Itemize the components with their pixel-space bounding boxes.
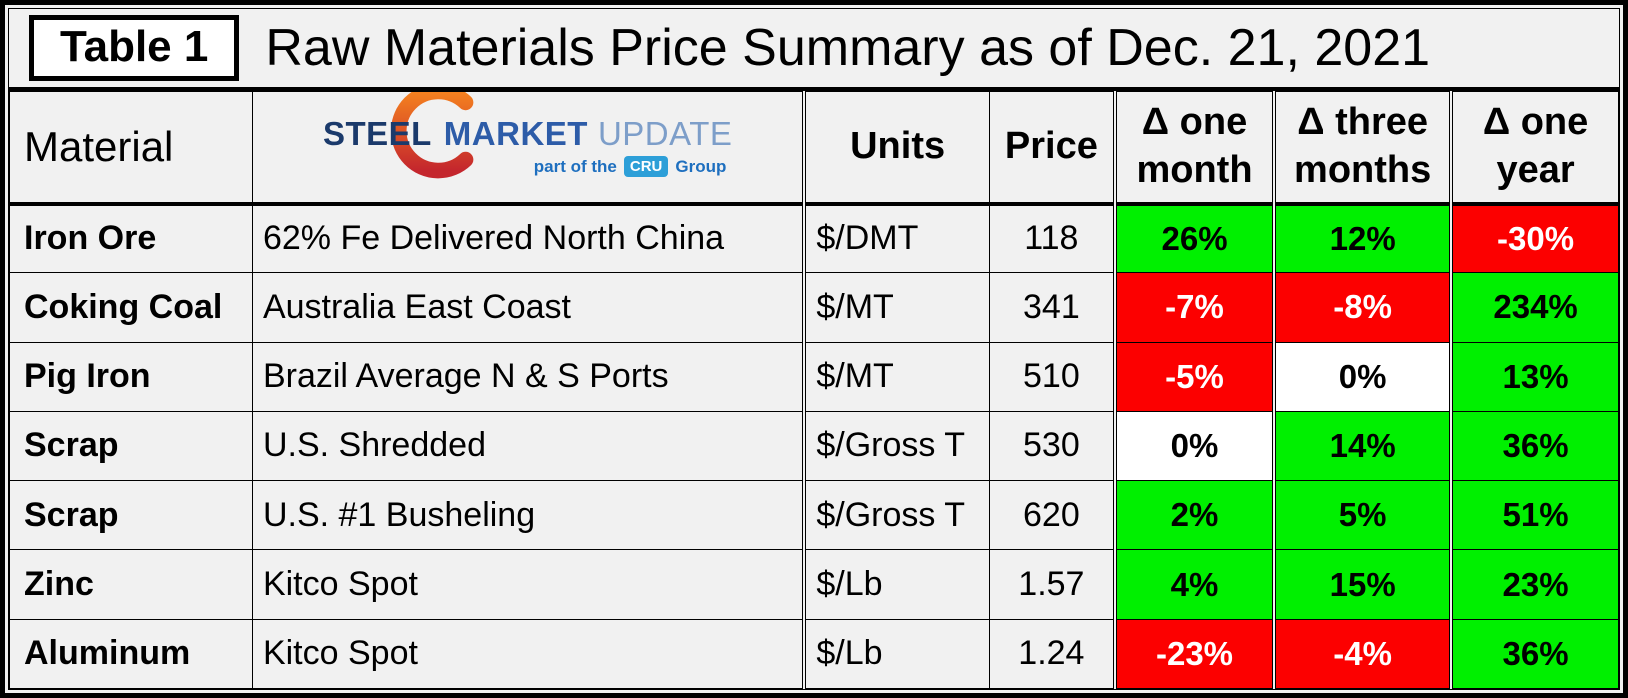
- description-cell: Australia East Coast: [251, 272, 805, 343]
- units-cell: $/MT: [802, 341, 990, 412]
- material-cell: Pig Iron: [9, 341, 253, 412]
- table-number-label: Table 1: [29, 15, 240, 81]
- delta-one-month-cell: 2%: [1112, 480, 1275, 551]
- col-header-delta-one-year: Δ one year: [1449, 91, 1619, 206]
- delta-one-year-cell: 36%: [1449, 618, 1619, 689]
- price-cell: 1.57: [988, 549, 1116, 620]
- delta-three-months-cell: 5%: [1272, 480, 1452, 551]
- delta-one-month-cell: 26%: [1112, 202, 1275, 274]
- col-header-material: Material: [9, 91, 253, 206]
- price-cell: 530: [988, 410, 1116, 482]
- description-cell: Kitco Spot: [251, 618, 805, 689]
- delta-one-month-cell: -5%: [1112, 341, 1275, 412]
- logo-word-update: UPDATE: [597, 115, 733, 153]
- title-band: Table 1 Raw Materials Price Summary as o…: [9, 9, 1619, 91]
- table-row-scrap-shredded: Scrap U.S. Shredded $/Gross T 530 0% 14%…: [9, 410, 1619, 482]
- description-cell: U.S. #1 Busheling: [251, 480, 805, 551]
- delta-one-month-cell: 4%: [1112, 549, 1275, 620]
- col-header-delta-three-months: Δ three months: [1272, 91, 1452, 206]
- delta-one-year-cell: 234%: [1449, 272, 1619, 343]
- material-cell: Iron Ore: [9, 202, 253, 274]
- delta-one-month-cell: 0%: [1112, 410, 1275, 482]
- logo-word-market: MARKET: [443, 115, 588, 153]
- price-cell: 1.24: [988, 618, 1116, 689]
- description-cell: Kitco Spot: [251, 549, 805, 620]
- logo-word-steel: STEEL: [322, 115, 432, 153]
- material-cell: Zinc: [9, 549, 253, 620]
- table-row-iron-ore: Iron Ore 62% Fe Delivered North China $/…: [9, 202, 1619, 274]
- description-cell: Brazil Average N & S Ports: [251, 341, 805, 412]
- steel-market-update-logo: STEEL: [322, 92, 733, 179]
- material-cell: Coking Coal: [9, 272, 253, 343]
- col-header-logo: STEEL: [251, 91, 805, 206]
- tagline-group: Group: [675, 156, 727, 176]
- price-cell: 620: [988, 480, 1116, 551]
- table-row-pig-iron: Pig Iron Brazil Average N & S Ports $/MT…: [9, 341, 1619, 412]
- delta-three-months-cell: 0%: [1272, 341, 1452, 412]
- cru-badge: CRU: [623, 156, 669, 178]
- tagline-prefix: part of the: [533, 156, 617, 176]
- col-header-delta-one-month: Δ one month: [1112, 91, 1275, 206]
- logo-tagline: part of the CRU Group: [533, 156, 727, 178]
- units-cell: $/Lb: [802, 549, 990, 620]
- table-row-scrap-busheling: Scrap U.S. #1 Busheling $/Gross T 620 2%…: [9, 480, 1619, 551]
- delta-one-year-cell: 51%: [1449, 480, 1619, 551]
- delta-one-year-cell: 23%: [1449, 549, 1619, 620]
- delta-one-year-cell: 36%: [1449, 410, 1619, 482]
- logo-wordmark: STEEL: [322, 92, 733, 179]
- description-cell: U.S. Shredded: [251, 410, 805, 482]
- price-cell: 341: [988, 272, 1116, 343]
- delta-one-year-cell: -30%: [1449, 202, 1619, 274]
- delta-one-month-cell: -7%: [1112, 272, 1275, 343]
- crescent-moon-icon: [390, 92, 474, 179]
- units-cell: $/DMT: [802, 202, 990, 274]
- delta-three-months-cell: -8%: [1272, 272, 1452, 343]
- material-cell: Scrap: [9, 480, 253, 551]
- page-title: Raw Materials Price Summary as of Dec. 2…: [265, 19, 1431, 77]
- table-row-aluminum: Aluminum Kitco Spot $/Lb 1.24 -23% -4% 3…: [9, 618, 1619, 689]
- table-row-zinc: Zinc Kitco Spot $/Lb 1.57 4% 15% 23%: [9, 549, 1619, 620]
- delta-three-months-cell: 12%: [1272, 202, 1452, 274]
- delta-one-year-cell: 13%: [1449, 341, 1619, 412]
- description-cell: 62% Fe Delivered North China: [251, 202, 805, 274]
- units-cell: $/Lb: [802, 618, 990, 689]
- header-row: Material STEEL: [9, 91, 1619, 206]
- delta-three-months-cell: 15%: [1272, 549, 1452, 620]
- units-cell: $/MT: [802, 272, 990, 343]
- units-cell: $/Gross T: [802, 480, 990, 551]
- table-inner-border: Table 1 Raw Materials Price Summary as o…: [8, 8, 1620, 690]
- material-cell: Aluminum: [9, 618, 253, 689]
- delta-one-month-cell: -23%: [1112, 618, 1275, 689]
- delta-three-months-cell: 14%: [1272, 410, 1452, 482]
- price-cell: 118: [988, 202, 1116, 274]
- col-header-price: Price: [988, 91, 1116, 206]
- material-cell: Scrap: [9, 410, 253, 482]
- table-row-coking-coal: Coking Coal Australia East Coast $/MT 34…: [9, 272, 1619, 343]
- units-cell: $/Gross T: [802, 410, 990, 482]
- price-summary-table: Material STEEL: [9, 91, 1619, 689]
- delta-three-months-cell: -4%: [1272, 618, 1452, 689]
- col-header-units: Units: [802, 91, 990, 206]
- price-cell: 510: [988, 341, 1116, 412]
